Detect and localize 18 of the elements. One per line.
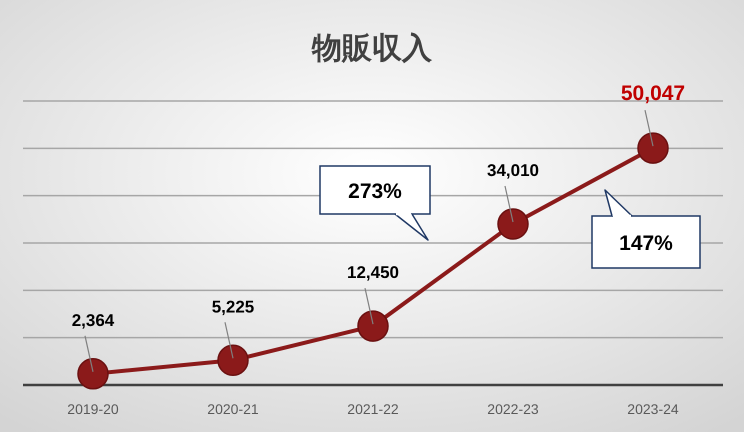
x-tick-label: 2019-20: [67, 401, 119, 417]
point: [497, 208, 529, 240]
x-tick-label: 2020-21: [207, 401, 259, 417]
point: [357, 310, 389, 342]
annotation: 273%: [348, 180, 402, 203]
data-label: 12,450: [347, 263, 399, 282]
x-tick-label: 2023-24: [627, 401, 679, 417]
data-label: 2,364: [72, 310, 115, 330]
data-label: 34,010: [487, 161, 539, 180]
data-label: 5,225: [212, 297, 254, 316]
point: [77, 358, 109, 390]
x-tick-label: 2022-23: [487, 401, 539, 417]
x-tick-label: 2021-22: [347, 401, 399, 417]
chart-title: 物販収入: [311, 32, 433, 65]
point: [637, 132, 669, 164]
point: [217, 344, 249, 376]
data-label: 50,047: [620, 82, 686, 106]
annotation: 147%: [619, 232, 674, 255]
